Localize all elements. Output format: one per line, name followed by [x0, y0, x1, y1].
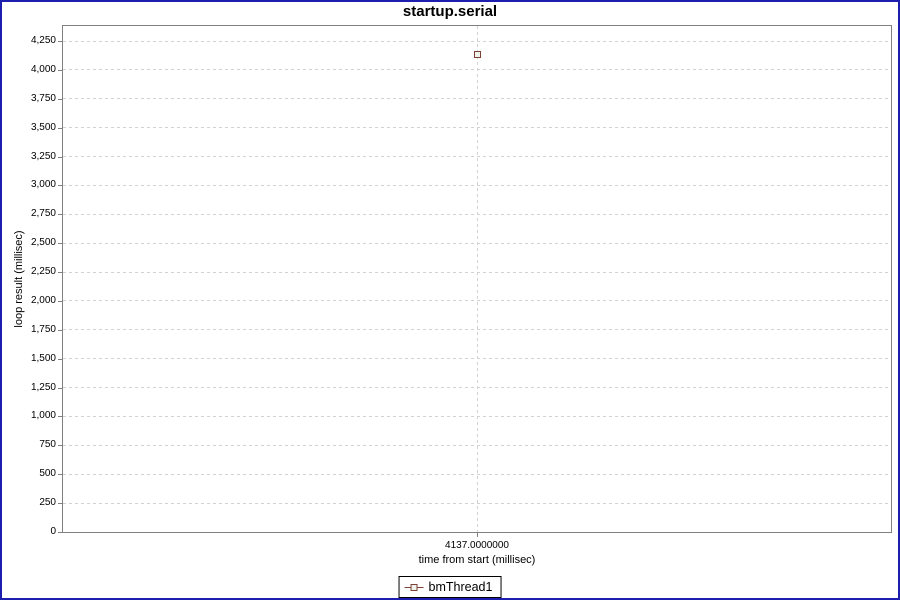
- x-tick-mark: [477, 533, 478, 537]
- y-tick-mark: [58, 358, 62, 360]
- y-tick-label: 1,500: [30, 352, 56, 364]
- y-tick-mark: [58, 41, 62, 43]
- y-tick-mark: [58, 387, 62, 389]
- y-tick-mark: [58, 243, 62, 245]
- y-tick-label: 1,750: [30, 323, 56, 335]
- y-tick-mark: [58, 329, 62, 331]
- y-tick-label: 1,000: [30, 410, 56, 422]
- y-tick-label: 500: [39, 468, 56, 480]
- x-tick-label: 4137.0000000: [445, 540, 509, 551]
- y-tick-mark: [58, 532, 62, 533]
- y-tick-label: 0: [50, 526, 56, 537]
- y-tick-label: 3,750: [30, 92, 56, 104]
- y-tick-label: 750: [39, 439, 56, 451]
- y-tick-mark: [58, 98, 62, 100]
- y-tick-mark: [58, 69, 62, 71]
- v-gridline: [476, 26, 478, 532]
- y-tick-mark: [58, 156, 62, 158]
- y-tick-label: 2,000: [30, 294, 56, 306]
- y-tick-mark: [58, 185, 62, 187]
- y-tick-label: 4,250: [30, 35, 56, 47]
- y-tick-mark: [58, 416, 62, 418]
- y-tick-label: 4,000: [30, 63, 56, 75]
- x-axis-label: time from start (millisec): [418, 554, 536, 566]
- y-tick-label: 1,250: [30, 381, 56, 393]
- y-tick-label: 2,750: [30, 208, 56, 220]
- chart-title: startup.serial: [402, 3, 498, 20]
- y-tick-label: 2,250: [30, 266, 56, 278]
- y-tick-mark: [58, 445, 62, 447]
- y-tick-mark: [58, 272, 62, 274]
- series-square-glyph: [410, 583, 418, 591]
- plot-area[interactable]: [62, 25, 892, 533]
- y-tick-label: 3,500: [30, 121, 56, 133]
- y-tick-label: 250: [39, 497, 56, 509]
- series-marker-icon: [404, 583, 424, 592]
- y-tick-label: 2,500: [30, 237, 56, 249]
- y-tick-mark: [58, 127, 62, 129]
- legend-series-label: bmThread1: [428, 580, 493, 594]
- y-tick-mark: [58, 474, 62, 476]
- data-point-marker: [473, 50, 481, 58]
- y-tick-mark: [58, 503, 62, 505]
- y-tick-label: 3,250: [30, 150, 56, 162]
- y-tick-mark: [58, 300, 62, 302]
- legend: bmThread1: [398, 576, 502, 598]
- y-tick-label: 3,000: [30, 179, 56, 191]
- y-tick-mark: [58, 214, 62, 216]
